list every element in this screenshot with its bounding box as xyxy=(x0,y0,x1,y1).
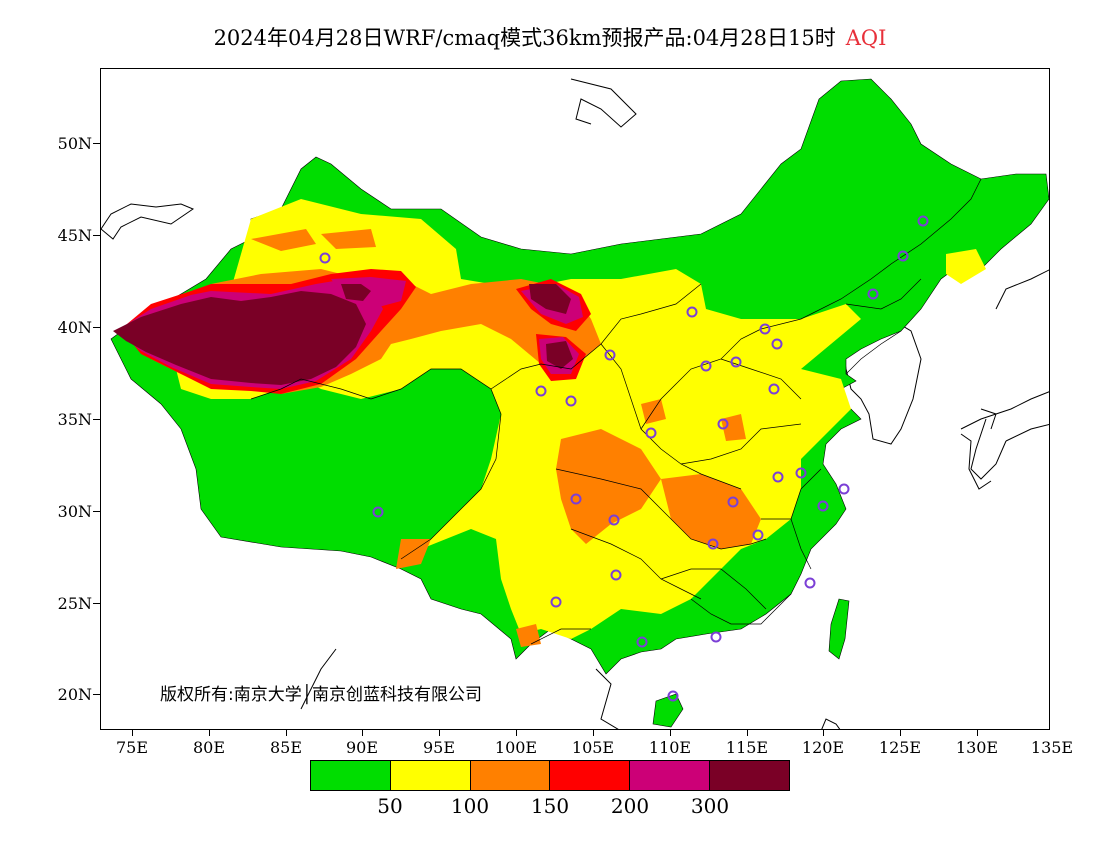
lon-tick xyxy=(286,730,288,736)
hainan xyxy=(652,693,684,728)
lon-label-105e: 105E xyxy=(571,738,615,757)
lon-label-120e: 120E xyxy=(801,738,845,757)
lon-label-125e: 125E xyxy=(878,738,922,757)
title-text: 2024年04月28日WRF/cmaq模式36km预报产品:04月28日15时 xyxy=(213,26,836,50)
lon-tick xyxy=(439,730,441,736)
lat-tick xyxy=(93,235,100,237)
lat-label-35n: 35N xyxy=(57,410,92,429)
lon-tick xyxy=(670,730,672,736)
lon-tick xyxy=(900,730,902,736)
lat-tick xyxy=(93,419,100,421)
lat-label-40n: 40N xyxy=(57,318,92,337)
station-markers xyxy=(319,215,929,702)
lat-tick xyxy=(93,603,100,605)
legend-swatch-2 xyxy=(470,761,551,790)
legend-swatch-4 xyxy=(630,761,711,790)
lon-label-95e: 95E xyxy=(422,738,456,757)
lon-label-80e: 80E xyxy=(192,738,226,757)
legend-label-100: 100 xyxy=(450,794,490,818)
legend-swatch-0 xyxy=(311,761,391,790)
title-variable: AQI xyxy=(845,26,887,50)
lon-label-135e: 135E xyxy=(1030,738,1074,757)
lat-label-45n: 45N xyxy=(57,226,92,245)
lat-label-30n: 30N xyxy=(57,502,92,521)
region-hazardous xyxy=(113,284,573,385)
legend-label-200: 200 xyxy=(610,794,650,818)
legend-label-50: 50 xyxy=(377,794,403,818)
lon-tick xyxy=(823,730,825,736)
legend-swatch-3 xyxy=(550,761,631,790)
lat-label-50n: 50N xyxy=(57,134,92,153)
aqi-legend xyxy=(310,760,790,791)
lon-tick xyxy=(593,730,595,736)
legend-label-300: 300 xyxy=(690,794,730,818)
lon-tick xyxy=(516,730,518,736)
legend-swatch-5 xyxy=(710,761,789,790)
lon-tick xyxy=(747,730,749,736)
taiwan xyxy=(828,598,850,660)
lon-tick xyxy=(977,730,979,736)
lon-label-85e: 85E xyxy=(269,738,303,757)
lon-label-130e: 130E xyxy=(955,738,999,757)
lon-label-100e: 100E xyxy=(494,738,538,757)
province-boundaries xyxy=(250,178,982,645)
lat-label-20n: 20N xyxy=(57,685,92,704)
legend-label-150: 150 xyxy=(530,794,570,818)
lon-label-90e: 90E xyxy=(345,738,379,757)
lat-tick xyxy=(93,327,100,329)
lat-tick xyxy=(93,694,100,696)
lon-label-110e: 110E xyxy=(648,738,692,757)
lat-tick xyxy=(93,511,100,513)
lon-tick xyxy=(132,730,134,736)
copyright-notice: 版权所有:南京大学│南京创蓝科技有限公司 xyxy=(160,685,482,705)
lat-tick xyxy=(93,143,100,145)
lon-tick xyxy=(362,730,364,736)
lat-label-25n: 25N xyxy=(57,594,92,613)
map-title: 2024年04月28日WRF/cmaq模式36km预报产品:04月28日15时 A… xyxy=(0,22,1100,52)
lon-label-115e: 115E xyxy=(725,738,769,757)
legend-swatch-1 xyxy=(390,761,471,790)
lon-label-75e: 75E xyxy=(115,738,149,757)
neighbor-coastlines xyxy=(101,78,1049,729)
lon-tick xyxy=(209,730,211,736)
aqi-map-canvas xyxy=(101,78,1049,729)
aqi-map xyxy=(100,68,1050,730)
